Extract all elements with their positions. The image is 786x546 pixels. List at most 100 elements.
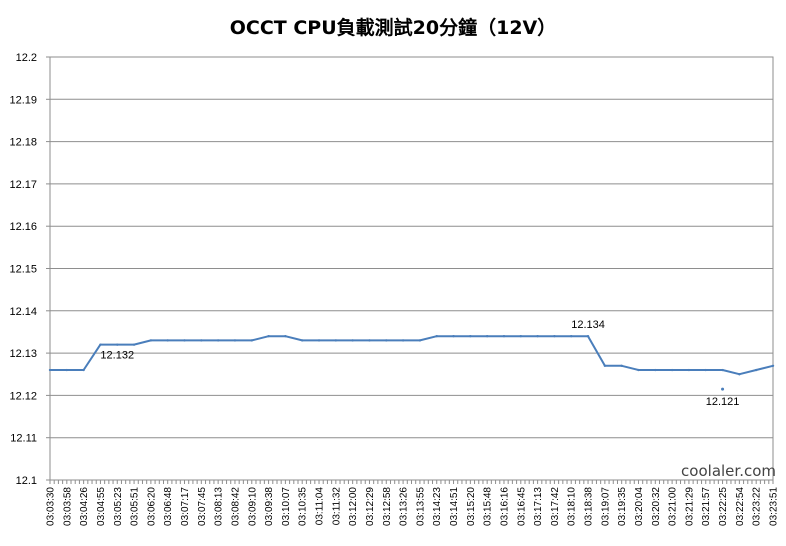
y-tick-label: 12.17	[9, 179, 37, 191]
y-tick-label: 12.1	[16, 475, 37, 487]
x-tick-label: 03:06:48	[163, 487, 174, 526]
y-axis: 12.1 12.11 12.12 12.13 12.14 12.15 12.16 12.17 1…	[9, 52, 50, 487]
x-tick-label: 03:04:26	[79, 487, 90, 526]
x-tick-label: 03:15:48	[483, 487, 494, 526]
x-tick-label: 03:14:23	[432, 487, 443, 526]
x-tick-label: 03:09:38	[264, 487, 275, 526]
x-tick-label: 03:17:42	[550, 487, 561, 526]
x-tick-label: 03:11:04	[315, 487, 326, 526]
data-point	[721, 368, 724, 372]
x-axis: 03:03:30 03:03:58 03:04:26 03:04:55 03:05:23…	[46, 480, 780, 526]
x-tick-label: 03:21:57	[701, 487, 712, 526]
x-tick-label: 03:16:16	[499, 487, 510, 526]
data-point	[485, 334, 489, 338]
x-tick-label: 03:05:23	[113, 487, 124, 526]
x-tick-label: 03:04:55	[96, 487, 107, 526]
data-point	[536, 334, 539, 338]
x-tick-label: 03:22:54	[735, 487, 746, 526]
x-tick-label: 03:10:07	[281, 487, 292, 526]
x-tick-label: 03:08:42	[230, 487, 241, 526]
watermark-text: coolaler.com	[681, 462, 776, 480]
y-tick-label: 12.19	[9, 94, 37, 106]
data-point	[284, 334, 287, 338]
data-point	[704, 368, 707, 372]
x-tick-label: 03:23:22	[752, 487, 763, 526]
x-tick-label: 03:17:13	[533, 487, 544, 526]
data-label: 12.132	[100, 350, 134, 362]
x-tick-label: 03:13:26	[399, 487, 410, 526]
data-point	[418, 339, 422, 342]
x-tick-label: 03:12:00	[348, 487, 359, 526]
annotations: 12.132 12.134 12.121	[100, 319, 739, 408]
data-point	[502, 334, 506, 338]
data-label: 12.134	[571, 319, 605, 331]
x-tick-label: 03:08:13	[214, 487, 225, 526]
data-point	[452, 334, 455, 338]
x-tick-label: 03:07:17	[180, 487, 191, 526]
data-point	[637, 368, 640, 372]
x-tick-label: 03:07:45	[197, 487, 208, 526]
data-point	[116, 343, 119, 346]
data-point	[738, 373, 741, 376]
x-tick-label: 03:18:38	[584, 487, 595, 526]
data-point	[469, 334, 472, 338]
data-point	[200, 339, 203, 342]
y-tick-label: 12.16	[9, 221, 37, 233]
y-tick-label: 12.11	[10, 433, 37, 445]
data-point	[401, 339, 405, 342]
series-group	[48, 334, 775, 376]
y-tick-label: 12.14	[9, 306, 37, 318]
data-point	[334, 339, 338, 342]
min-point-marker	[721, 387, 725, 391]
data-point	[570, 334, 573, 338]
data-point	[132, 343, 136, 346]
x-tick-label: 03:20:32	[651, 487, 662, 526]
x-tick-label: 03:12:58	[382, 487, 393, 526]
data-point	[301, 339, 304, 342]
data-point	[216, 339, 220, 342]
data-point	[586, 334, 590, 338]
chart-title: OCCT CPU負載測試20分鐘（12V）	[230, 16, 557, 39]
data-point	[771, 364, 775, 367]
grid-lines	[50, 56, 773, 481]
data-point	[385, 339, 388, 342]
y-tick-label: 12.2	[16, 52, 37, 64]
data-point	[166, 339, 169, 342]
data-point	[519, 334, 522, 338]
x-tick-label: 03:11:32	[331, 487, 342, 526]
x-tick-label: 03:19:07	[600, 487, 611, 526]
data-point	[603, 364, 607, 367]
data-point	[250, 339, 253, 342]
x-tick-label: 03:16:45	[516, 487, 527, 526]
data-point	[48, 368, 52, 372]
data-point	[183, 339, 186, 342]
data-point	[368, 339, 371, 342]
data-point	[687, 368, 691, 372]
x-tick-label: 03:15:20	[466, 487, 477, 526]
x-tick-label: 03:10:35	[298, 487, 309, 526]
data-point	[65, 368, 69, 372]
data-point	[99, 343, 102, 346]
x-tick-label: 03:14:51	[449, 487, 460, 526]
data-point	[317, 339, 321, 342]
data-label: 12.121	[706, 396, 740, 408]
x-tick-label: 03:21:29	[684, 487, 695, 526]
x-tick-label: 03:06:20	[146, 487, 157, 526]
x-tick-label: 03:19:35	[617, 487, 628, 526]
data-point	[233, 339, 237, 342]
x-tick-label: 03:03:58	[62, 487, 73, 526]
data-point	[754, 368, 758, 372]
y-tick-label: 12.15	[9, 264, 37, 276]
data-point	[149, 339, 153, 342]
y-tick-label: 12.13	[9, 348, 37, 360]
x-tick-label: 03:03:30	[46, 487, 57, 526]
y-tick-label: 12.18	[9, 137, 37, 149]
x-tick-label: 03:12:29	[365, 487, 376, 526]
plot-area	[49, 56, 774, 481]
data-point	[670, 368, 674, 372]
x-tick-label: 03:22:25	[718, 487, 729, 526]
x-tick-label: 03:18:10	[567, 487, 578, 526]
x-tick-label: 03:05:51	[130, 487, 141, 526]
watermark: coolaler.com	[681, 462, 776, 480]
